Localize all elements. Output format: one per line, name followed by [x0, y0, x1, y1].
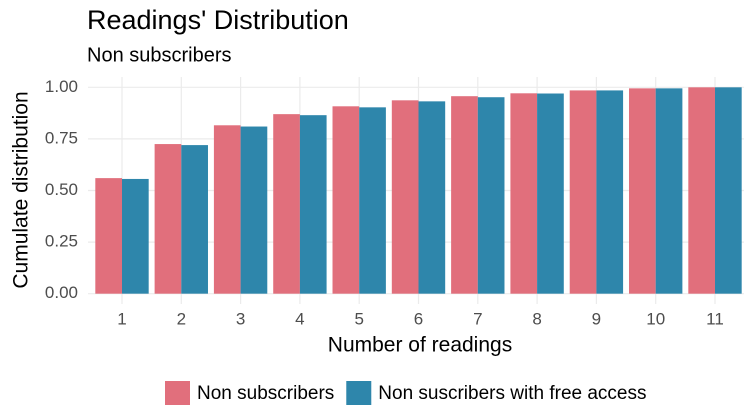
bar [418, 101, 446, 294]
legend-swatch [346, 381, 372, 405]
bar [122, 178, 149, 294]
bar [359, 107, 386, 294]
x-tick-label: 4 [295, 309, 304, 328]
bar [477, 97, 505, 294]
bar [510, 93, 538, 294]
x-tick-label: 11 [706, 309, 724, 328]
x-tick-label: 2 [177, 309, 186, 328]
bar [629, 88, 656, 294]
chart-subtitle: Non subscribers [87, 44, 232, 66]
bar [655, 88, 683, 294]
bar [181, 145, 208, 294]
bar [569, 90, 597, 294]
bar [240, 126, 268, 294]
y-tick-label: 0.50 [45, 180, 78, 199]
x-tick-label: 1 [117, 309, 126, 328]
bar [451, 96, 478, 294]
x-tick-label: 8 [532, 309, 541, 328]
bar [273, 114, 300, 294]
legend-swatch [165, 381, 190, 405]
x-tick-label: 5 [354, 309, 363, 328]
bar [688, 87, 715, 294]
x-tick-label: 7 [473, 309, 482, 328]
y-tick-label: 0.75 [45, 128, 78, 147]
legend-label: Non subscribers [197, 383, 334, 404]
x-tick-label: 3 [236, 309, 245, 328]
bar [332, 106, 360, 294]
chart-title: Readings' Distribution [87, 5, 349, 35]
y-tick-label: 1.00 [45, 77, 78, 96]
bar [537, 93, 564, 294]
bar [213, 125, 241, 294]
bar [596, 90, 624, 294]
x-tick-label: 6 [414, 309, 423, 328]
bar [95, 178, 122, 294]
bar [715, 87, 742, 294]
bar [391, 100, 419, 294]
y-tick-label: 0.25 [45, 232, 78, 251]
legend-label: Non suscribers with free access [378, 383, 646, 404]
x-axis-label: Number of readings [328, 334, 512, 357]
y-tick-label: 0.00 [45, 283, 78, 302]
x-tick-label: 9 [592, 309, 601, 328]
bar [154, 144, 182, 294]
y-axis-label: Cumulate distribution [10, 91, 33, 288]
bar [299, 115, 327, 294]
x-tick-label: 10 [646, 309, 665, 328]
